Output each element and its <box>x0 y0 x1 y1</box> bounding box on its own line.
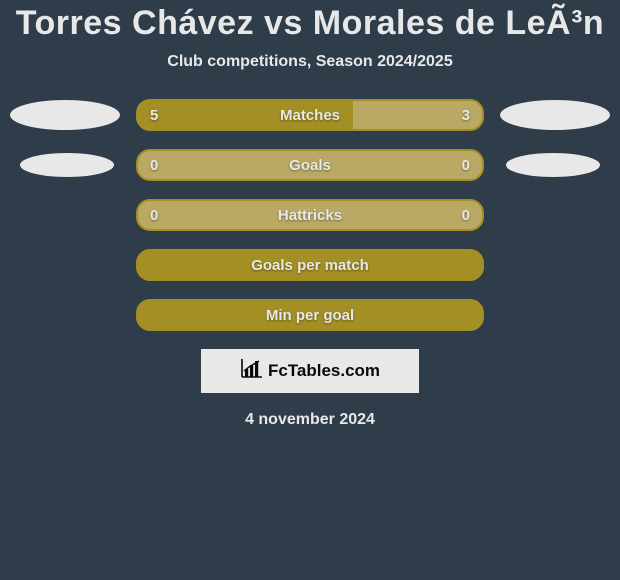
player-badge-right <box>500 100 610 130</box>
stat-value-right: 0 <box>462 151 470 179</box>
subtitle: Club competitions, Season 2024/2025 <box>0 53 620 71</box>
page-title: Torres Chávez vs Morales de LeÃ³n <box>0 4 620 43</box>
bar-chart-icon <box>240 359 262 384</box>
infographic-container: Torres Chávez vs Morales de LeÃ³n Club c… <box>0 0 620 429</box>
logo-text: FcTables.com <box>268 361 380 381</box>
player-badge-left <box>20 153 114 177</box>
stat-bar: Goals per match <box>136 249 484 281</box>
stat-label: Matches <box>138 101 482 129</box>
stat-row: Min per goal <box>10 299 610 331</box>
stat-bar: 0Goals0 <box>136 149 484 181</box>
player-badge-left <box>10 100 120 130</box>
stat-row: 0Hattricks0 <box>10 199 610 231</box>
stat-row: Goals per match <box>10 249 610 281</box>
player-badge-right <box>506 153 600 177</box>
stat-row: 5Matches3 <box>10 99 610 131</box>
stat-label: Hattricks <box>138 201 482 229</box>
stat-value-right: 3 <box>462 101 470 129</box>
stat-bar: 5Matches3 <box>136 99 484 131</box>
stat-rows: 5Matches30Goals00Hattricks0Goals per mat… <box>0 99 620 331</box>
stat-label: Goals <box>138 151 482 179</box>
stat-bar: 0Hattricks0 <box>136 199 484 231</box>
stat-row: 0Goals0 <box>10 149 610 181</box>
stat-value-right: 0 <box>462 201 470 229</box>
footer-date: 4 november 2024 <box>0 411 620 429</box>
stat-label: Goals per match <box>138 251 482 279</box>
stat-bar: Min per goal <box>136 299 484 331</box>
fctables-logo: FcTables.com <box>201 349 419 393</box>
stat-label: Min per goal <box>138 301 482 329</box>
